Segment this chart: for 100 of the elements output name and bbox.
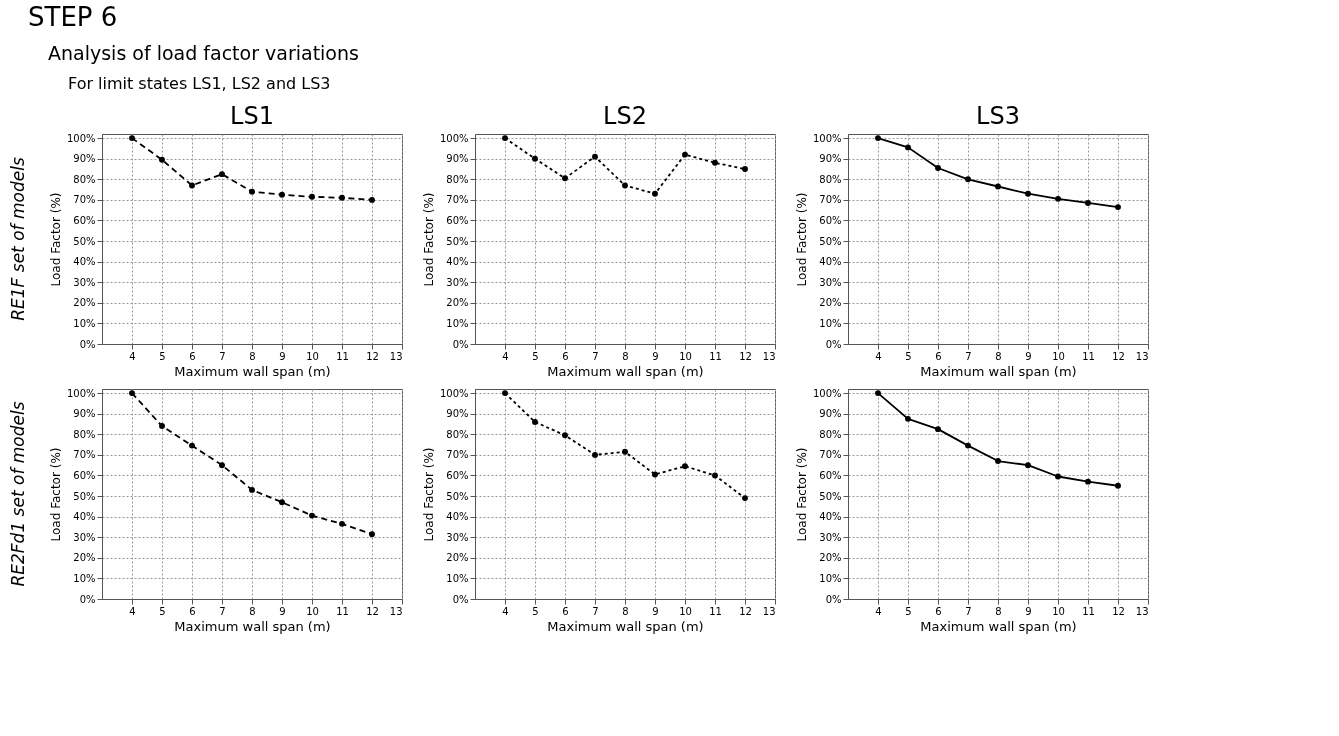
y-tick-label: 50% bbox=[819, 235, 842, 247]
point bbox=[562, 432, 568, 439]
y-tick-label: 0% bbox=[825, 593, 842, 605]
point bbox=[532, 418, 538, 425]
point bbox=[502, 135, 508, 142]
x-tick-label: 11 bbox=[709, 605, 722, 617]
x-tick-label: 12 bbox=[1112, 350, 1125, 362]
y-tick-label: 50% bbox=[446, 235, 469, 247]
point bbox=[965, 176, 971, 183]
x-tick-label: 5 bbox=[532, 350, 539, 362]
x-axis-title: Maximum wall span (m) bbox=[174, 363, 331, 379]
x-tick-label: 4 bbox=[875, 350, 882, 362]
y-tick-label: 90% bbox=[73, 408, 96, 420]
x-tick-label: 6 bbox=[189, 350, 196, 362]
y-tick-label: 0% bbox=[452, 338, 469, 350]
point bbox=[742, 166, 748, 172]
point bbox=[905, 415, 911, 422]
x-tick-label: 7 bbox=[592, 350, 599, 362]
y-axis-title: Load Factor (%) bbox=[421, 192, 436, 287]
x-tick-label: 12 bbox=[366, 605, 379, 617]
x-tick-label: 13 bbox=[389, 350, 403, 362]
y-tick-label: 100% bbox=[66, 132, 96, 144]
x-tick-label: 10 bbox=[679, 350, 692, 362]
y-tick-label: 100% bbox=[439, 132, 469, 144]
x-tick-label: 8 bbox=[622, 350, 629, 362]
point bbox=[935, 426, 941, 433]
y-tick-label: 90% bbox=[446, 408, 469, 420]
x-tick-label: 6 bbox=[189, 605, 196, 617]
x-tick-label: 7 bbox=[219, 350, 226, 362]
x-tick-label: 9 bbox=[279, 350, 286, 362]
point bbox=[339, 194, 345, 201]
point bbox=[309, 193, 315, 200]
y-tick-label: 10% bbox=[446, 572, 469, 584]
text: Analysis of load factor variations bbox=[48, 42, 359, 64]
x-tick-label: 11 bbox=[336, 350, 349, 362]
x-tick-label: 10 bbox=[306, 350, 319, 362]
y-axis-title: Load Factor (%) bbox=[794, 192, 809, 287]
x-tick-label: 13 bbox=[1135, 350, 1149, 362]
point bbox=[905, 144, 911, 151]
y-tick-label: 30% bbox=[446, 276, 469, 288]
y-tick-label: 0% bbox=[825, 338, 842, 350]
x-tick-label: 10 bbox=[306, 605, 319, 617]
point bbox=[712, 472, 718, 479]
point bbox=[159, 423, 165, 430]
x-tick-label: 13 bbox=[762, 350, 776, 362]
point bbox=[369, 196, 375, 203]
point bbox=[995, 458, 1001, 465]
y-tick-label: 90% bbox=[819, 153, 842, 165]
x-axis-title: Maximum wall span (m) bbox=[174, 618, 331, 634]
point bbox=[279, 499, 285, 506]
point bbox=[875, 390, 881, 397]
text: RE1F set of models bbox=[8, 157, 28, 321]
text: STEP 6 bbox=[28, 2, 118, 32]
point bbox=[219, 462, 225, 469]
point bbox=[339, 520, 345, 527]
y-tick-label: 30% bbox=[819, 531, 842, 543]
y-tick-label: 0% bbox=[452, 593, 469, 605]
x-tick-label: 7 bbox=[965, 605, 972, 617]
y-tick-label: 80% bbox=[446, 428, 469, 440]
x-axis-title: Maximum wall span (m) bbox=[920, 363, 1077, 379]
x-tick-label: 7 bbox=[592, 605, 599, 617]
y-tick-label: 20% bbox=[446, 297, 469, 309]
point bbox=[682, 463, 688, 470]
y-tick-label: 70% bbox=[446, 449, 469, 461]
y-tick-label: 10% bbox=[73, 317, 96, 329]
y-axis-title: Load Factor (%) bbox=[421, 447, 436, 542]
x-tick-label: 9 bbox=[1025, 350, 1032, 362]
point bbox=[622, 448, 628, 455]
y-tick-label: 90% bbox=[73, 153, 96, 165]
y-tick-label: 40% bbox=[819, 256, 842, 268]
x-tick-label: 10 bbox=[679, 605, 692, 617]
point bbox=[159, 156, 165, 163]
x-axis-title: Maximum wall span (m) bbox=[547, 363, 704, 379]
point bbox=[562, 175, 568, 182]
x-tick-label: 5 bbox=[159, 605, 166, 617]
x-tick-label: 4 bbox=[502, 350, 509, 362]
y-tick-label: 40% bbox=[819, 511, 842, 523]
y-tick-label: 40% bbox=[446, 511, 469, 523]
x-tick-label: 7 bbox=[965, 350, 972, 362]
x-tick-label: 8 bbox=[995, 605, 1002, 617]
y-tick-label: 10% bbox=[819, 572, 842, 584]
x-tick-label: 8 bbox=[249, 350, 256, 362]
text: For limit states LS1, LS2 and LS3 bbox=[68, 74, 331, 93]
y-tick-label: 100% bbox=[812, 387, 842, 399]
y-tick-label: 40% bbox=[446, 256, 469, 268]
point bbox=[189, 442, 195, 449]
point bbox=[502, 390, 508, 397]
chart-title: LS3 bbox=[976, 102, 1020, 131]
x-tick-label: 13 bbox=[389, 605, 403, 617]
point bbox=[682, 151, 688, 158]
x-tick-label: 8 bbox=[622, 605, 629, 617]
x-tick-label: 10 bbox=[1052, 350, 1065, 362]
x-axis-title: Maximum wall span (m) bbox=[547, 618, 704, 634]
y-tick-label: 50% bbox=[73, 490, 96, 502]
y-axis-title: Load Factor (%) bbox=[794, 447, 809, 542]
x-tick-label: 12 bbox=[739, 605, 752, 617]
y-tick-label: 10% bbox=[446, 317, 469, 329]
y-tick-label: 50% bbox=[819, 490, 842, 502]
x-tick-label: 5 bbox=[532, 605, 539, 617]
y-tick-label: 90% bbox=[819, 408, 842, 420]
